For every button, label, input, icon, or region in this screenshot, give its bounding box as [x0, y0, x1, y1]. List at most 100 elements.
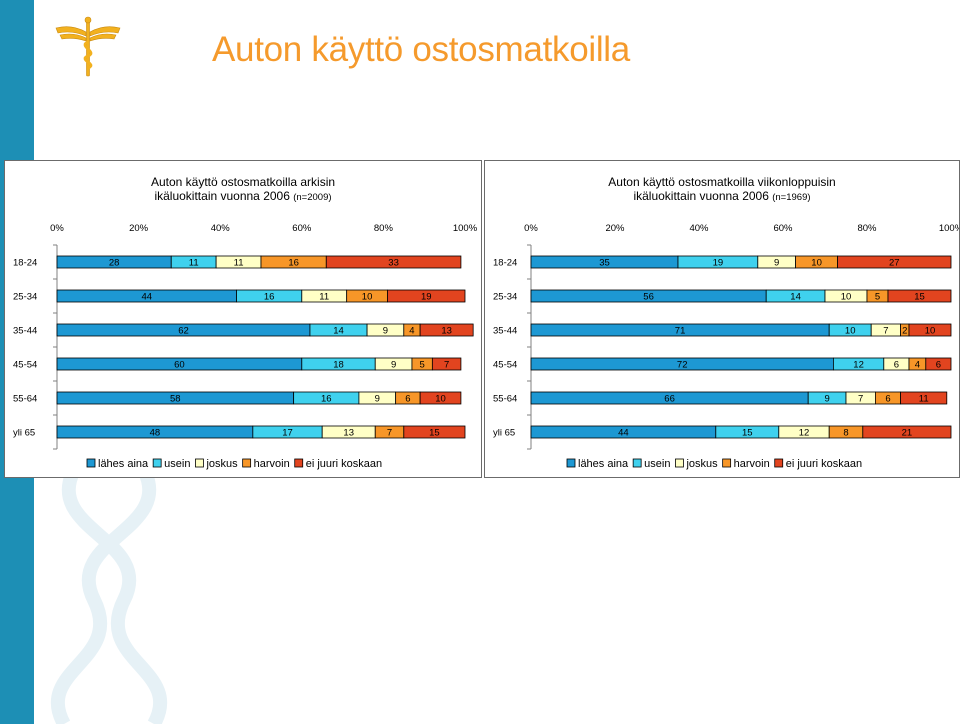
data-label: 28 — [109, 258, 120, 269]
data-label: 17 — [282, 428, 293, 439]
x-tick-label: 60% — [773, 223, 793, 234]
data-label: 35 — [599, 258, 610, 269]
chart-title-n: (n=1969) — [772, 192, 811, 203]
data-label: 33 — [388, 258, 399, 269]
data-label: 6 — [405, 394, 410, 405]
legend-label: harvoin — [734, 458, 770, 470]
legend-label: ei juuri koskaan — [786, 458, 862, 470]
data-label: 19 — [421, 292, 432, 303]
legend-swatch — [152, 458, 162, 468]
legend-label: usein — [164, 458, 190, 470]
x-tick-label: 20% — [129, 223, 149, 234]
data-label: 7 — [858, 394, 863, 405]
data-label: 10 — [845, 326, 856, 337]
data-label: 48 — [150, 428, 161, 439]
x-tick-label: 0% — [50, 223, 64, 234]
legend-label: lähes aina — [578, 458, 629, 470]
category-label: yli 65 — [493, 428, 515, 439]
x-tick-label: 80% — [374, 223, 394, 234]
category-label: 25-34 — [493, 292, 517, 303]
data-label: 12 — [799, 428, 810, 439]
legend-label: joskus — [205, 458, 238, 470]
x-tick-label: 40% — [689, 223, 709, 234]
data-label: 6 — [885, 394, 890, 405]
caduceus-logo-icon — [55, 16, 121, 77]
chart-title-text: ikäluokittain vuonna 2006 — [154, 189, 290, 203]
data-label: 11 — [919, 394, 929, 405]
legend-label: lähes aina — [98, 458, 149, 470]
bar-segment — [887, 289, 952, 303]
bar-segment — [431, 357, 462, 371]
data-label: 5 — [420, 360, 425, 371]
data-label: 56 — [643, 292, 654, 303]
data-label: 13 — [343, 428, 354, 439]
stacked-bar-chart-weekends: 0%20%40%60%80%100%18-2435199102725-34561… — [493, 223, 959, 470]
data-label: 44 — [618, 428, 629, 439]
category-label: 18-24 — [493, 258, 517, 269]
data-label: 71 — [675, 326, 686, 337]
legend-label: usein — [644, 458, 670, 470]
data-label: 2 — [902, 326, 907, 337]
category-label: 35-44 — [493, 326, 517, 337]
data-label: 9 — [774, 258, 779, 269]
legend-swatch — [86, 458, 96, 468]
bar-segment — [403, 425, 466, 439]
category-label: yli 65 — [13, 428, 35, 439]
legend-swatch — [722, 458, 732, 468]
page-title: Auton käyttö ostosmatkoilla — [212, 30, 630, 69]
category-label: 35-44 — [13, 326, 37, 337]
legend-swatch — [774, 458, 784, 468]
data-label: 7 — [387, 428, 392, 439]
legend-label: harvoin — [254, 458, 290, 470]
x-tick-label: 60% — [292, 223, 312, 234]
chart-title-line1: Auton käyttö ostosmatkoilla arkisin — [150, 175, 336, 189]
legend-swatch — [242, 458, 252, 468]
data-label: 10 — [811, 258, 822, 269]
data-label: 10 — [435, 394, 446, 405]
data-label: 58 — [170, 394, 181, 405]
x-tick-label: 0% — [524, 223, 538, 234]
chart-title-line1: Auton käyttö ostosmatkoilla viikonloppui… — [608, 175, 836, 189]
category-label: 18-24 — [13, 258, 37, 269]
data-label: 8 — [843, 428, 848, 439]
data-label: 9 — [383, 326, 388, 337]
x-tick-label: 40% — [211, 223, 231, 234]
data-label: 7 — [883, 326, 888, 337]
legend-swatch — [675, 458, 684, 468]
data-label: 10 — [362, 292, 373, 303]
chart-panel-weekdays: Auton käyttö ostosmatkoilla arkisin ikäl… — [4, 160, 482, 478]
data-label: 9 — [391, 360, 396, 371]
data-label: 6 — [936, 360, 941, 371]
data-label: 9 — [375, 394, 380, 405]
bar-segment — [325, 255, 462, 269]
data-label: 6 — [894, 360, 899, 371]
category-label: 55-64 — [493, 394, 517, 405]
bar-segment — [387, 289, 466, 303]
bar-segment — [419, 323, 474, 337]
data-label: 11 — [319, 292, 329, 303]
data-label: 27 — [889, 258, 900, 269]
chart-title-text: ikäluokittain vuonna 2006 — [633, 189, 769, 203]
category-label: 55-64 — [13, 394, 37, 405]
legend-swatch — [566, 458, 576, 468]
legend-label: ei juuri koskaan — [306, 458, 382, 470]
data-label: 10 — [925, 326, 936, 337]
legend-swatch — [632, 458, 642, 468]
data-label: 15 — [742, 428, 753, 439]
data-label: 11 — [234, 258, 244, 269]
legend-label: joskus — [685, 458, 718, 470]
data-label: 4 — [915, 360, 920, 371]
data-label: 16 — [264, 292, 275, 303]
data-label: 4 — [409, 326, 414, 337]
category-label: 45-54 — [493, 360, 517, 371]
bar-segment — [908, 323, 952, 337]
data-label: 16 — [288, 258, 299, 269]
data-label: 5 — [875, 292, 880, 303]
data-label: 12 — [853, 360, 864, 371]
data-label: 60 — [174, 360, 185, 371]
bar-segment — [419, 391, 462, 405]
data-label: 44 — [141, 292, 152, 303]
data-label: 14 — [333, 326, 344, 337]
data-label: 15 — [914, 292, 925, 303]
